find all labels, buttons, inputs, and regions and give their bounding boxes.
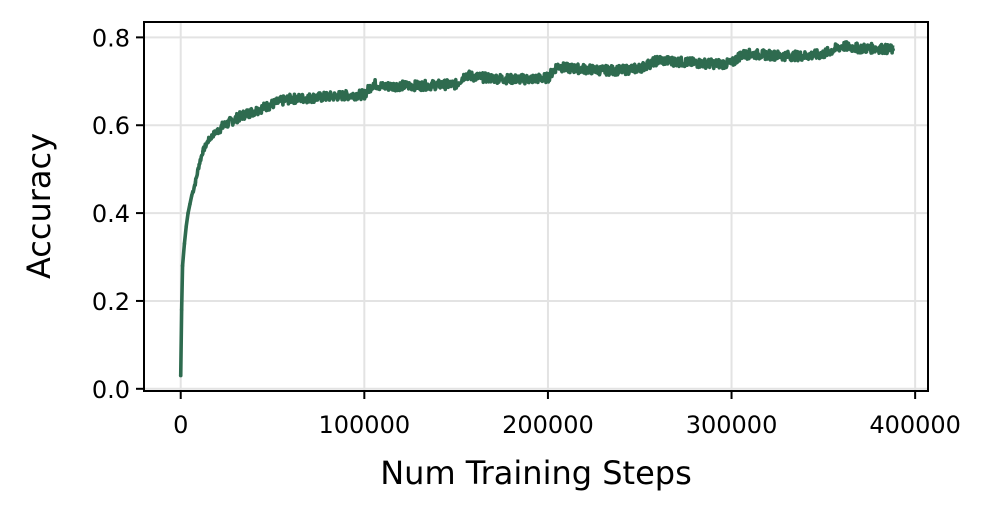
data-point (674, 59, 679, 64)
x-axis: 0 100000 200000 300000 400000 (173, 391, 961, 439)
data-point (243, 112, 247, 117)
data-point (784, 54, 789, 58)
data-point (435, 83, 440, 87)
y-tick-label: 0.2 (92, 288, 130, 316)
data-point (729, 61, 734, 66)
data-point (656, 58, 660, 63)
data-point (738, 53, 743, 57)
data-point (417, 83, 422, 88)
data-point (748, 52, 752, 56)
data-point (184, 224, 189, 229)
data-point (858, 46, 862, 51)
data-point (454, 82, 458, 87)
data-point (234, 116, 238, 121)
data-point (693, 61, 697, 65)
data-point (509, 77, 514, 81)
data-point (527, 77, 532, 81)
y-tick-label: 0.6 (92, 112, 130, 140)
data-point (252, 109, 256, 113)
data-point (362, 92, 367, 97)
data-point (472, 75, 477, 79)
data-point (325, 94, 330, 99)
x-tick-label: 0 (173, 411, 188, 439)
data-point (206, 138, 211, 143)
data-point (821, 52, 826, 56)
data-point (193, 180, 198, 185)
data-point (270, 102, 275, 106)
data-point (380, 84, 385, 89)
data-point (289, 97, 293, 101)
data-point (619, 68, 624, 73)
data-point (180, 264, 185, 268)
data-point (226, 121, 231, 125)
data-point (555, 64, 559, 68)
data-point (766, 53, 771, 57)
y-axis-label: Accuracy (20, 133, 58, 279)
data-point (582, 67, 587, 71)
y-tick-label: 0.8 (92, 24, 130, 52)
plot-area-frame (143, 21, 929, 392)
data-point (344, 93, 348, 98)
data-point (178, 373, 183, 378)
data-point (463, 72, 468, 77)
data-point (637, 66, 642, 70)
data-point (491, 76, 495, 81)
data-point (279, 99, 284, 103)
data-point (711, 61, 715, 66)
data-point (261, 105, 266, 110)
x-axis-label: Num Training Steps (380, 454, 692, 492)
data-point (211, 132, 216, 136)
data-point (891, 47, 895, 52)
x-tick-label: 200000 (502, 411, 594, 439)
data-point (371, 81, 376, 86)
data-point (188, 202, 192, 207)
series-line-layer (178, 40, 895, 378)
data-point (219, 125, 223, 130)
y-tick-label: 0.0 (92, 376, 130, 404)
y-tick-label: 0.4 (92, 200, 130, 228)
data-point (179, 307, 184, 312)
data-point (189, 193, 194, 198)
data-point (200, 149, 205, 154)
x-tick-label: 300000 (686, 411, 778, 439)
data-point (849, 45, 853, 49)
data-point (197, 162, 201, 167)
data-point (399, 83, 403, 88)
data-point (876, 46, 881, 51)
data-point (803, 54, 807, 58)
data-point (546, 75, 550, 80)
data-point (182, 242, 187, 246)
x-tick-label: 100000 (319, 411, 411, 439)
data-point (601, 68, 605, 73)
data-point (186, 211, 190, 215)
data-point (839, 44, 844, 48)
series-line (178, 40, 895, 376)
data-point (564, 66, 569, 70)
x-tick-label: 400000 (869, 411, 961, 439)
data-point (307, 96, 312, 100)
y-axis: 0.0 0.2 0.4 0.6 0.8 (92, 24, 144, 404)
